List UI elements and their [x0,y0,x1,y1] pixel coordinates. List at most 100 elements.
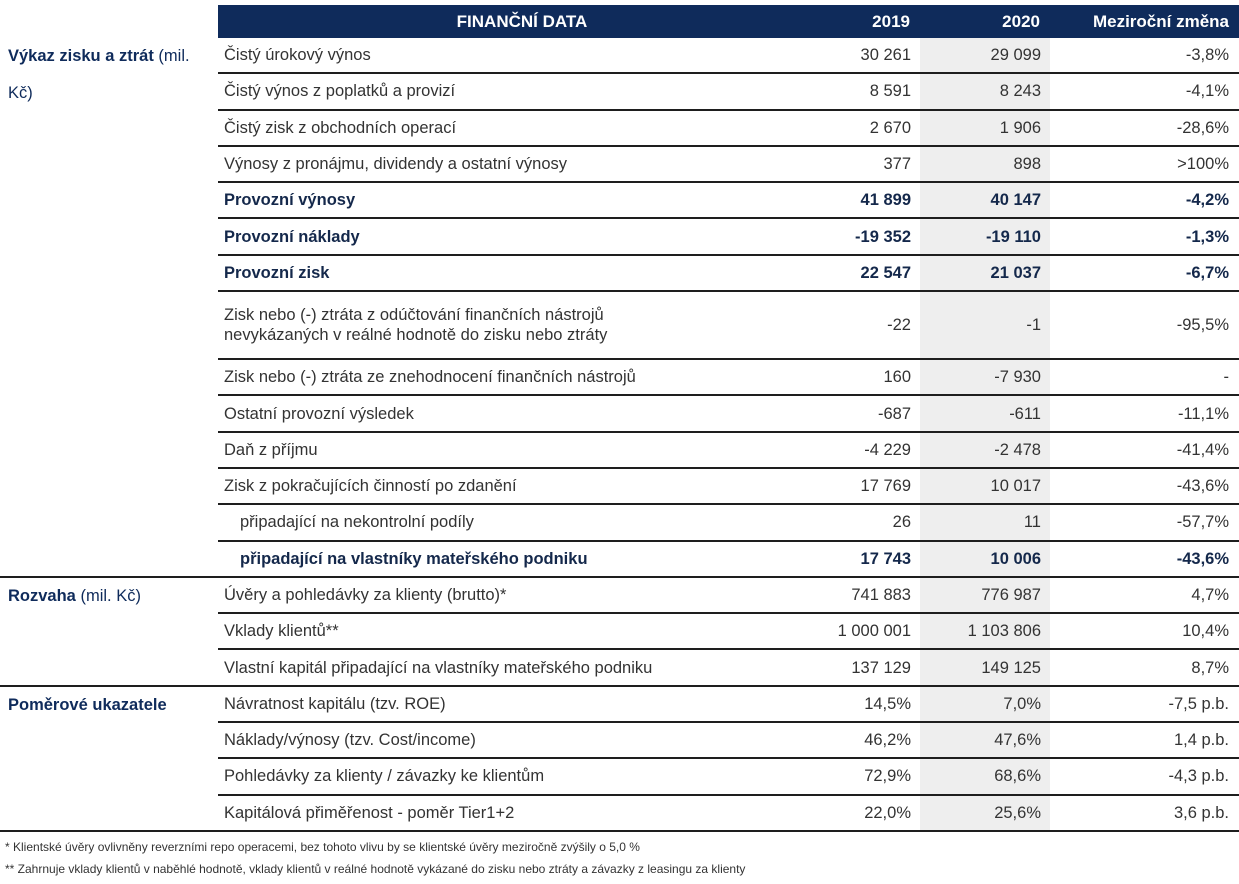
cell-value: 47,6% [920,722,1050,760]
cell-value: 898 [920,145,1050,184]
table-row: Zisk z pokračujících činností po zdanění… [0,467,1239,506]
table-row: Náklady/výnosy (tzv. Cost/income) 46,2% 47… [0,722,1239,760]
row-label: Zisk nebo (-) ztráta ze znehodnocení fin… [218,359,828,397]
table-row: Zisk nebo (-) ztráta ze znehodnocení fin… [0,359,1239,397]
table-row: Kapitálová přiměřenost - poměr Tier1+2 22… [0,794,1239,832]
cell-value: -11,1% [1050,395,1239,433]
table-row: Provozní zisk 22 547 21 037 -6,7% [0,254,1239,293]
row-label: Vlastní kapitál připadající na vlastníky… [218,649,828,687]
cell-value: -1 [920,291,1050,361]
cell-value: 1 000 001 [828,613,920,651]
row-label: Kapitálová přiměřenost - poměr Tier1+2 [218,794,828,832]
cell-value: -2 478 [920,431,1050,469]
section-unit: (mil. Kč) [8,47,190,102]
cell-value: 160 [828,359,920,397]
cell-value: -1,3% [1050,218,1239,256]
cell-value: 10 017 [920,467,1050,506]
cell-value: -43,6% [1050,467,1239,506]
cell-value: -43,6% [1050,540,1239,578]
row-label: Pohledávky za klienty / závazky ke klien… [218,758,828,796]
cell-value: 1 103 806 [920,613,1050,651]
table-row: Daň z příjmu -4 229 -2 478 -41,4% [0,431,1239,469]
table-row: Výnosy z pronájmu, dividendy a ostatní v… [0,145,1239,184]
cell-value: -687 [828,395,920,433]
table-row: Vklady klientů** 1 000 001 1 103 806 10,4% [0,613,1239,651]
cell-value: 8 591 [828,73,920,111]
row-label: Provozní zisk [218,254,828,293]
cell-value: 30 261 [828,38,920,75]
row-label: Ostatní provozní výsledek [218,395,828,433]
table-row: Ostatní provozní výsledek -687 -611 -11,1% [0,395,1239,433]
section-title: Výkaz zisku a ztrát [8,47,154,65]
row-label: Výnosy z pronájmu, dividendy a ostatní v… [218,145,828,184]
section-cell: Rozvaha (mil. Kč) [0,576,218,687]
section-cell: Poměrové ukazatele [0,685,218,832]
row-label: Úvěry a pohledávky za klienty (brutto)* [218,576,828,615]
header-column: Meziroční změna [1050,5,1239,38]
row-label: Čistý úrokový výnos [218,38,828,75]
row-label: Návratnost kapitálu (tzv. ROE) [218,685,828,724]
row-label: Vklady klientů** [218,613,828,651]
cell-value: -4,3 p.b. [1050,758,1239,796]
cell-value: -3,8% [1050,38,1239,75]
table-row: Výkaz zisku a ztrát (mil. Kč) Čistý úroko… [0,38,1239,578]
cell-value: 8,7% [1050,649,1239,687]
cell-value: - [1050,359,1239,397]
table-row: Vlastní kapitál připadající na vlastníky… [0,649,1239,687]
cell-value: 17 769 [828,467,920,506]
row-label: Daň z příjmu [218,431,828,469]
table-row: Provozní náklady -19 352 -19 110 -1,3% [0,218,1239,256]
row-label: Náklady/výnosy (tzv. Cost/income) [218,722,828,760]
cell-value: 10 006 [920,540,1050,578]
table-row: Čistý zisk z obchodních operací 2 670 1 90… [0,109,1239,147]
cell-value: 41 899 [828,182,920,220]
section-unit: (mil. Kč) [80,586,141,605]
cell-value: -7 930 [920,359,1050,397]
cell-value: -4,1% [1050,73,1239,111]
row-label: Provozní výnosy [218,182,828,220]
row-label: Zisk z pokračujících činností po zdanění [218,467,828,506]
row-label: Provozní náklady [218,218,828,256]
row-label: Zisk nebo (-) ztráta z odúčtování finanč… [218,291,828,361]
header-column: 2020 [920,5,1050,38]
cell-value: 40 147 [920,182,1050,220]
cell-value: -95,5% [1050,291,1239,361]
cell-value: -19 352 [828,218,920,256]
cell-value: 22 547 [828,254,920,293]
cell-value: 741 883 [828,576,920,615]
row-label: Čistý výnos z poplatků a provizí [218,73,828,111]
table-row: Zisk nebo (-) ztráta z odúčtování finanč… [0,291,1239,361]
section-title: Rozvaha [8,586,76,605]
table-row: připadající na vlastníky mateřského podn… [0,540,1239,578]
row-label: Čistý zisk z obchodních operací [218,109,828,147]
footnote: ** Zahrnuje vklady klientů v naběhlé hod… [5,862,746,876]
header-column: 2019 [828,5,920,38]
cell-value: 377 [828,145,920,184]
cell-value: -7,5 p.b. [1050,685,1239,724]
cell-value: 11 [920,504,1050,542]
cell-value: 2 670 [828,109,920,147]
cell-value: 10,4% [1050,613,1239,651]
cell-value: 68,6% [920,758,1050,796]
header-title: FINANČNÍ DATA [218,5,828,38]
header-empty [0,5,218,38]
cell-value: -4 229 [828,431,920,469]
cell-value: 3,6 p.b. [1050,794,1239,832]
cell-value: 46,2% [828,722,920,760]
cell-value: -6,7% [1050,254,1239,293]
cell-value: 1 906 [920,109,1050,147]
cell-value: 149 125 [920,649,1050,687]
cell-value: 72,9% [828,758,920,796]
cell-value: -19 110 [920,218,1050,256]
table-row: Rozvaha (mil. Kč) Úvěry a pohledávky za k… [0,576,1239,687]
table-row: připadající na nekontrolní podíly 26 11 -57… [0,504,1239,542]
cell-value: -41,4% [1050,431,1239,469]
cell-value: 26 [828,504,920,542]
cell-value: 17 743 [828,540,920,578]
cell-value: >100% [1050,145,1239,184]
table-body: Výkaz zisku a ztrát (mil. Kč) Čistý úroko… [0,38,1239,832]
cell-value: -611 [920,395,1050,433]
cell-value: 1,4 p.b. [1050,722,1239,760]
table-row: Poměrové ukazatele Návratnost kapitálu (t… [0,685,1239,832]
